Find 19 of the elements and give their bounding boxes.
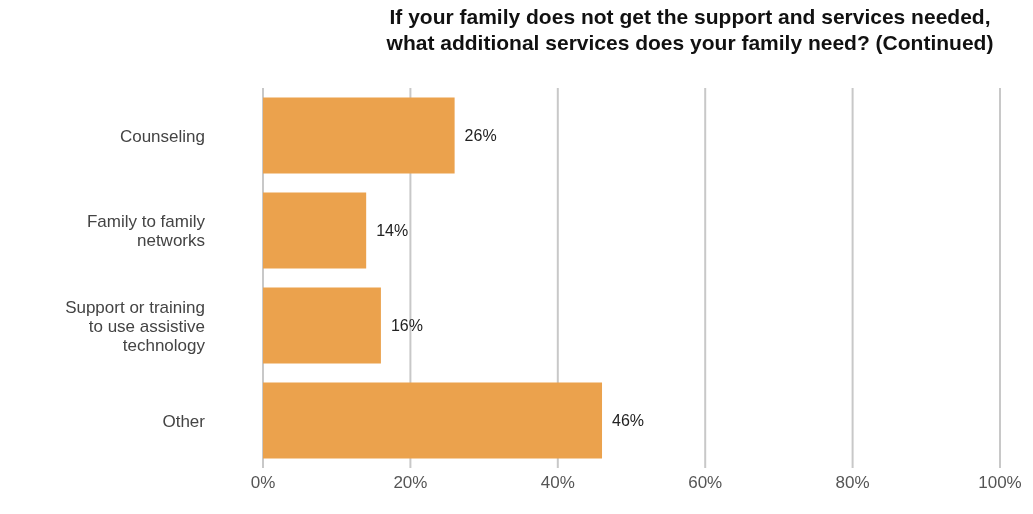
- y-tick-label: Family to family networks: [86, 212, 206, 250]
- x-tick-label: 100%: [978, 473, 1022, 493]
- bar: [263, 382, 603, 459]
- x-tick-label: 0%: [250, 473, 276, 493]
- x-tick-label: 80%: [835, 473, 870, 493]
- data-label: 26%: [464, 127, 497, 145]
- data-label: 46%: [612, 412, 645, 430]
- y-tick-label: Other: [162, 411, 206, 431]
- y-tick-label: Support or training to use assistive technology: [65, 297, 206, 355]
- data-label: 14%: [376, 222, 409, 240]
- bar: [263, 192, 367, 269]
- x-tick-label: 20%: [393, 473, 428, 493]
- chart-title: If your family does not get the support and services needed, what additional services does your family need? (Continued): [385, 4, 995, 56]
- x-tick-label: 60%: [688, 473, 723, 493]
- bar: [263, 97, 455, 174]
- bar: [263, 287, 381, 364]
- x-tick-label: 40%: [540, 473, 575, 493]
- y-tick-label: Counseling: [119, 126, 205, 146]
- data-label: 16%: [390, 317, 423, 335]
